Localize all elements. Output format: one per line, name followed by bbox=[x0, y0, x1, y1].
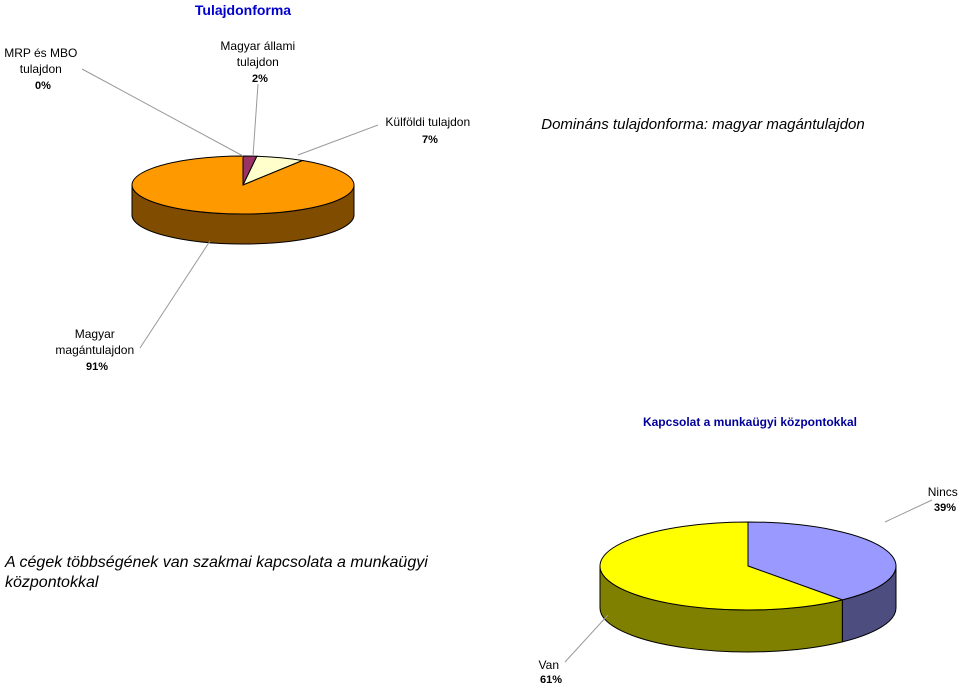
pie2 bbox=[599, 521, 897, 653]
label-nincs: Nincs 39% bbox=[928, 483, 960, 514]
label-magan-line2: magántulajdon bbox=[55, 343, 134, 357]
label-van-line1: Van bbox=[539, 658, 559, 672]
label-allami: Magyar állami tulajdon 2% bbox=[220, 37, 299, 85]
label-magan: Magyar magántulajdon 91% bbox=[55, 325, 138, 373]
label-kulfoldi: Külföldi tulajdon 7% bbox=[385, 113, 474, 146]
chart2-annotation-line1: A cégek többségének van szakmai kapcsola… bbox=[4, 554, 428, 571]
chart2-title: Kapcsolat a munkaügyi központokkal bbox=[643, 415, 857, 429]
label-mrp-line1: MRP és MBO bbox=[4, 46, 77, 60]
label-mrp-pct: 0% bbox=[35, 80, 51, 92]
label-nincs-pct: 39% bbox=[934, 502, 956, 514]
label-allami-line2: tulajdon bbox=[237, 55, 279, 69]
leader-mrp bbox=[81, 68, 244, 157]
leader-allami bbox=[252, 83, 259, 157]
label-kulfoldi-pct: 7% bbox=[422, 134, 438, 146]
label-mrp-line2: tulajdon bbox=[20, 62, 62, 76]
pie2-slice-1 bbox=[599, 521, 845, 611]
pie1 bbox=[131, 155, 355, 245]
chart1-annotation: Domináns tulajdonforma: magyar magántula… bbox=[541, 116, 865, 133]
label-van: Van 61% bbox=[539, 656, 564, 685]
pie1-tops bbox=[131, 155, 355, 215]
label-magan-pct: 91% bbox=[86, 361, 108, 373]
leader-magan bbox=[139, 240, 211, 349]
pie1-slice-3 bbox=[131, 155, 355, 215]
chart2-annotation: A cégek többségének van szakmai kapcsola… bbox=[4, 554, 432, 591]
leader-kulfoldi bbox=[297, 124, 379, 156]
label-nincs-line1: Nincs bbox=[928, 485, 958, 499]
leader-nincs bbox=[884, 499, 933, 523]
pie2-slice-0 bbox=[747, 521, 897, 601]
pie2-tops bbox=[599, 521, 897, 611]
leader-van bbox=[564, 614, 609, 663]
chart2-annotation-line2: központokkal bbox=[5, 574, 99, 591]
label-van-pct: 61% bbox=[540, 674, 562, 685]
label-allami-pct: 2% bbox=[252, 73, 268, 85]
chart1-title: Tulajdonforma bbox=[195, 2, 291, 18]
label-magan-line1: Magyar bbox=[75, 327, 115, 341]
label-allami-line1: Magyar állami bbox=[220, 39, 295, 53]
label-kulfoldi-line1: Külföldi tulajdon bbox=[385, 115, 470, 129]
label-mrp: MRP és MBO tulajdon 0% bbox=[4, 44, 82, 92]
